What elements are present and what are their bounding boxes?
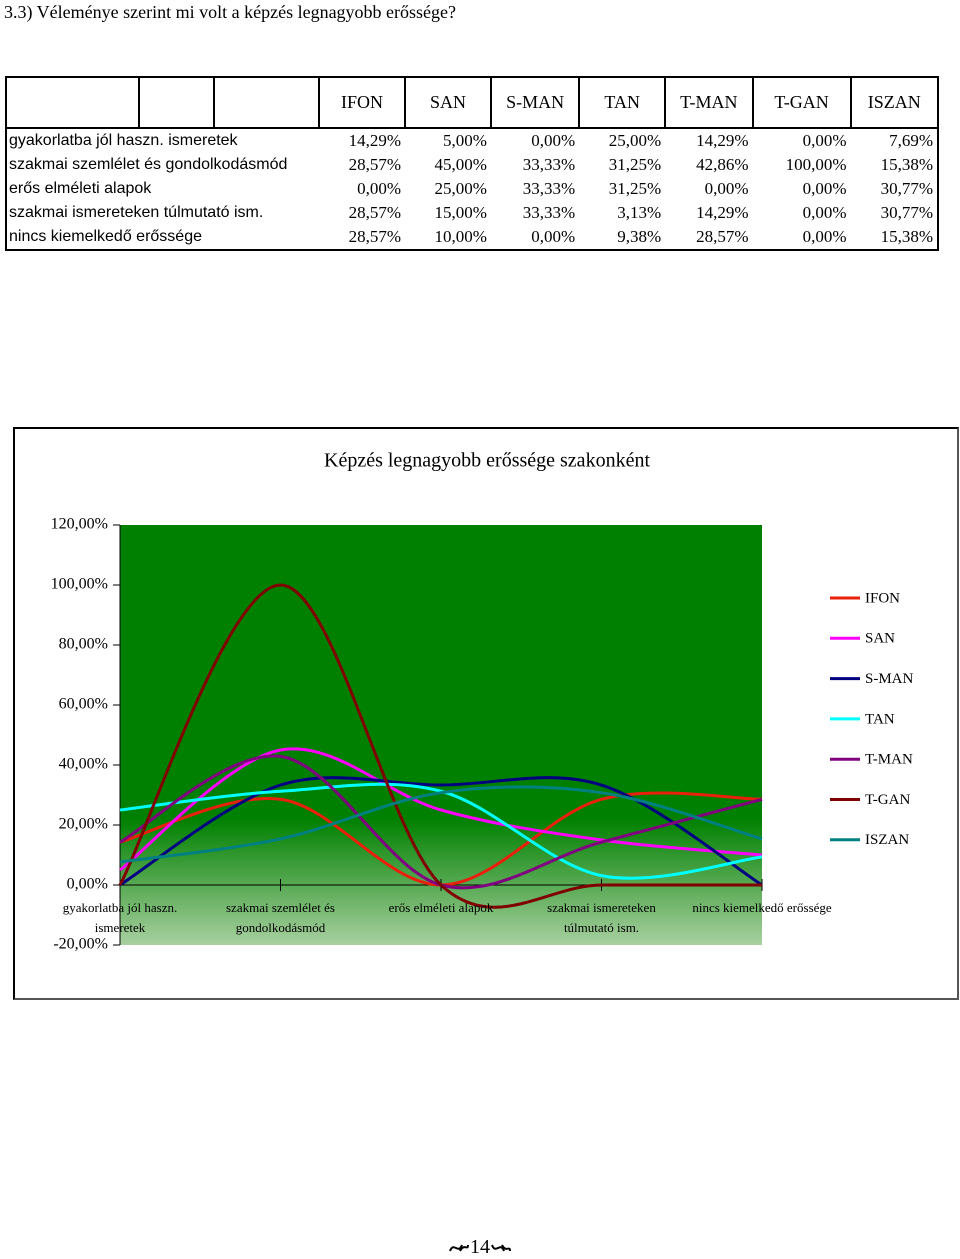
cell: 28,57% xyxy=(696,227,749,246)
cell: 28,57% xyxy=(348,203,401,222)
cell: 30,77% xyxy=(880,203,933,222)
legend-label: T-GAN xyxy=(865,792,910,808)
table-row: nincs kiemelkedő erőssége 28,57% 10,00% 0,0… xyxy=(6,225,938,250)
row-label: szakmai ismereteken túlmutató ism. xyxy=(9,204,264,221)
series-line xyxy=(119,785,763,864)
page-number-text: 14 xyxy=(470,1236,490,1258)
y-tick-label: 0,00% xyxy=(67,876,108,893)
cell: 14,29% xyxy=(348,131,401,150)
y-tick-label: -20,00% xyxy=(53,936,108,953)
cell: 0,00% xyxy=(802,227,847,246)
row-label: erős elméleti alapok xyxy=(9,180,152,197)
y-tick-label: 20,00% xyxy=(59,816,108,833)
cell: 42,86% xyxy=(696,155,749,174)
column-header: SAN xyxy=(403,76,492,129)
cell: 30,77% xyxy=(880,179,933,198)
series-line xyxy=(119,747,763,872)
cell: 31,25% xyxy=(608,155,662,174)
x-tick-label: nincs kiemelkedő erőssége xyxy=(692,900,832,915)
cell: 0,00% xyxy=(357,179,401,198)
series-line xyxy=(119,754,763,890)
cell: 15,00% xyxy=(434,203,487,222)
y-tick-label: 80,00% xyxy=(59,636,108,653)
series-line xyxy=(118,583,762,909)
cell: 14,29% xyxy=(696,131,749,150)
legend-label: T-MAN xyxy=(865,752,913,768)
cell: 28,57% xyxy=(348,227,401,246)
legend-label: SAN xyxy=(865,631,895,647)
column-header: ISZAN xyxy=(849,76,940,129)
column-header: T-GAN xyxy=(751,76,852,129)
chart-title: Képzés legnagyobb erőssége szakonként xyxy=(324,450,650,472)
page-number: 14 xyxy=(0,1236,960,1259)
column-header: T-MAN xyxy=(664,76,754,129)
cell: 3,13% xyxy=(617,203,662,222)
cell: 0,00% xyxy=(802,203,847,222)
row-label: gyakorlatba jól haszn. ismeretek xyxy=(9,132,238,149)
x-tick-label: szakmai szemlélet és gondolkodásmód xyxy=(225,900,335,935)
ornament xyxy=(491,1244,511,1252)
x-tick-label: erős elméleti alapok xyxy=(388,900,494,915)
header-row: IFON SAN S-MAN TAN T-MAN T-GAN ISZAN xyxy=(5,76,940,129)
series-line xyxy=(119,776,763,887)
cell: 5,00% xyxy=(443,131,487,150)
y-tick-label: 120,00% xyxy=(51,516,108,533)
table-row: gyakorlatba jól haszn. ismeretek 14,29% 5,… xyxy=(6,128,938,153)
table-row: szakmai szemlélet és gondolkodásmód 28,57… xyxy=(6,153,938,177)
cell: 31,25% xyxy=(608,179,662,198)
legend-label: ISZAN xyxy=(865,832,909,848)
cell: 0,00% xyxy=(802,131,847,150)
cell: 33,33% xyxy=(522,155,576,174)
blank-cell xyxy=(138,76,215,129)
cell: 33,33% xyxy=(522,203,576,222)
legend-label: IFON xyxy=(865,590,900,606)
cell: 100,00% xyxy=(785,155,847,174)
x-tick-label: gyakorlatba jól haszn. ismeretek xyxy=(62,900,178,935)
cell: 15,38% xyxy=(880,227,933,246)
chart-area: Képzés legnagyobb erőssége szakonként -2… xyxy=(13,427,959,1000)
y-tick-label: 60,00% xyxy=(59,696,108,713)
x-tick-label: szakmai ismereteken túlmutató ism. xyxy=(547,900,656,935)
cell: 9,38% xyxy=(617,227,662,246)
row-label: nincs kiemelkedő erőssége xyxy=(9,228,202,245)
row-label: szakmai szemlélet és gondolkodásmód xyxy=(9,156,288,173)
cell: 0,00% xyxy=(802,179,847,198)
cell: 10,00% xyxy=(434,227,487,246)
legend-label: TAN xyxy=(865,711,895,727)
plot-area xyxy=(120,525,762,945)
table: IFON SAN S-MAN TAN T-MAN T-GAN ISZAN gyakorlat… xyxy=(5,76,940,251)
cell: 14,29% xyxy=(696,203,749,222)
cell: 25,00% xyxy=(608,131,662,150)
table-row: szakmai ismereteken túlmutató ism. 28,57%… xyxy=(6,201,938,225)
heading: 3.3) Véleménye szerint mi volt a képzés … xyxy=(4,2,457,22)
y-tick-label: 100,00% xyxy=(51,576,108,593)
ornament xyxy=(449,1244,469,1252)
table-row: erős elméleti alapok 0,00% 25,00% 33,33% 31,… xyxy=(6,177,938,201)
cell: 0,00% xyxy=(531,227,576,246)
cell: 25,00% xyxy=(434,179,487,198)
cell: 7,69% xyxy=(889,131,933,150)
cell: 0,00% xyxy=(531,131,576,150)
legend-label: S-MAN xyxy=(865,671,914,687)
cell: 45,00% xyxy=(434,155,487,174)
column-header: IFON xyxy=(318,76,406,129)
chart: Képzés legnagyobb erőssége szakonként -2… xyxy=(51,450,914,953)
blank-cell xyxy=(5,76,140,129)
y-tick-label: 40,00% xyxy=(59,756,108,773)
cell: 33,33% xyxy=(522,179,576,198)
column-header: S-MAN xyxy=(489,76,581,129)
cell: 28,57% xyxy=(348,155,401,174)
column-header: TAN xyxy=(578,76,667,129)
cell: 0,00% xyxy=(704,179,749,198)
cell: 15,38% xyxy=(880,155,933,174)
blank-cell xyxy=(213,76,320,129)
